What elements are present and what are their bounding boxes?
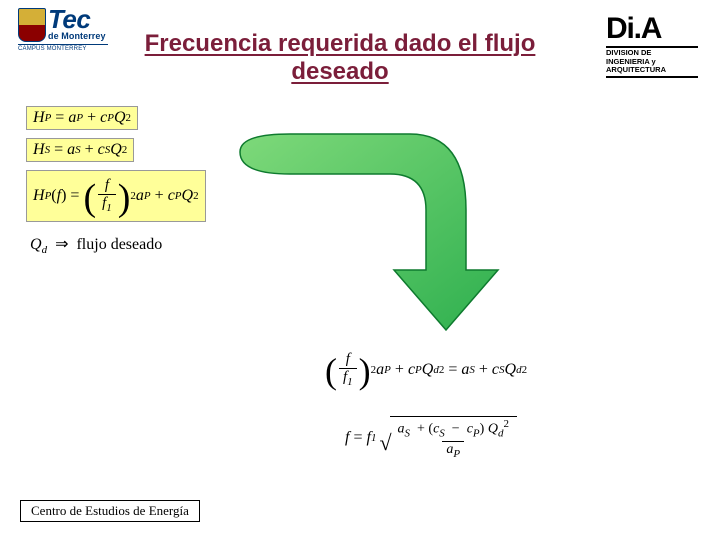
logo-tec-text: Tec [48, 8, 106, 31]
equation-hp: HP = aP + cP Q2 [26, 106, 138, 130]
logo-dia: Di.A DIVISION DE INGENIERIA y ARQUITECTU… [606, 14, 698, 78]
logo-campus-text: CAMPUS MONTERREY [18, 44, 108, 52]
equation-result-2: f = f1 √ aS + (cS − cP) Qd2 aP [345, 408, 517, 468]
logo-tec: Tec de Monterrey CAMPUS MONTERREY [18, 8, 108, 52]
equation-hpf: HP (f) = ( f f1 ) 2 aP + cP Q2 [26, 170, 206, 222]
crest-icon [18, 8, 46, 42]
equation-result-1: ( f f1 ) 2 aP + cP Qd2 = aS + cS Qd2 [325, 345, 527, 395]
equation-hs: HS = aS + cS Q2 [26, 138, 134, 162]
logo-monterrey-text: de Monterrey [48, 31, 106, 41]
qd-definition: Qd ⇒ flujo deseado [30, 234, 162, 256]
logo-dia-line3: ARQUITECTURA [606, 66, 698, 75]
curved-arrow-icon [230, 130, 510, 330]
logo-dia-text: Di.A [606, 14, 698, 44]
arrow-path [240, 134, 498, 330]
slide-title: Frecuencia requerida dado el flujo desea… [120, 30, 560, 85]
footer-label: Centro de Estudios de Energía [20, 500, 200, 522]
